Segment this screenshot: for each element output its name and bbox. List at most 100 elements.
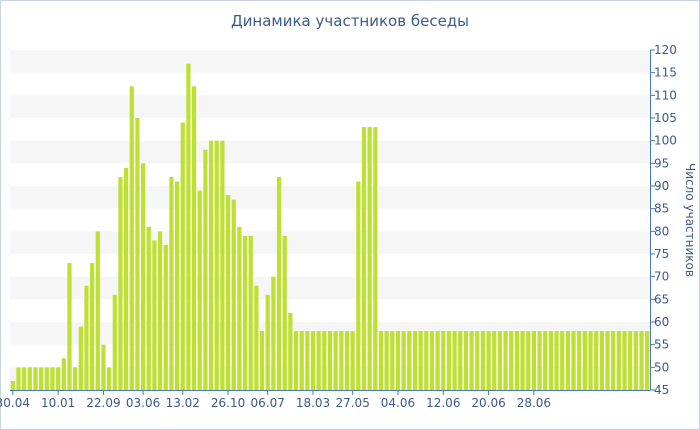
bar	[10, 380, 15, 390]
grid-band	[10, 50, 650, 73]
bar	[124, 167, 129, 390]
bar	[424, 331, 429, 390]
bar	[33, 367, 38, 390]
bar	[157, 231, 163, 390]
bar	[276, 176, 282, 390]
bar	[497, 331, 503, 390]
bar	[259, 331, 265, 390]
bar	[146, 226, 151, 390]
x-tick-label: 06.07	[251, 396, 285, 410]
bar	[616, 331, 621, 390]
bar	[214, 140, 219, 390]
bar	[599, 331, 604, 390]
y-tick-label: 80	[654, 224, 669, 238]
y-tick-label: 60	[654, 315, 669, 329]
bar	[537, 331, 542, 390]
bar	[514, 331, 519, 390]
bar	[458, 331, 463, 390]
bar	[84, 285, 89, 390]
grid-band	[10, 140, 650, 164]
y-tick-label: 75	[654, 247, 669, 261]
bar	[344, 331, 350, 390]
bar	[305, 331, 310, 390]
bar	[118, 176, 123, 390]
x-tick-label: 13.02	[166, 396, 200, 410]
bar	[220, 140, 225, 390]
y-tick-label: 50	[654, 360, 669, 374]
chart-title: Динамика участников беседы	[230, 12, 470, 30]
bar	[446, 331, 452, 390]
bar	[174, 181, 180, 390]
bar	[503, 331, 508, 390]
bar	[582, 331, 587, 390]
bar	[101, 344, 106, 390]
bar	[191, 86, 197, 391]
bar	[463, 331, 469, 390]
bar	[197, 190, 202, 390]
bar	[333, 331, 338, 390]
bar	[509, 331, 514, 390]
bar	[520, 331, 525, 390]
bar	[339, 331, 344, 390]
y-tick-label: 65	[654, 292, 669, 306]
bar	[152, 240, 157, 390]
y-tick-labels: 45 50 55 60 65 70 75 80 85 90 95 100 105 110 115 120	[654, 43, 677, 397]
x-tick-labels: 30.04 10.01 22.09 03.06 13.02 26.10 06.07 18.03…	[0, 396, 551, 410]
y-tick-label: 90	[654, 179, 669, 193]
bar	[288, 312, 293, 390]
bar	[282, 235, 287, 390]
bar	[390, 331, 395, 390]
bar	[44, 367, 49, 390]
bar	[61, 358, 66, 390]
y-tick-label: 115	[654, 66, 677, 80]
bar	[435, 331, 440, 390]
bar	[50, 367, 55, 390]
bar	[16, 367, 21, 390]
bar	[633, 331, 638, 390]
bar	[588, 331, 593, 390]
bar	[645, 331, 650, 390]
bar	[350, 331, 355, 390]
bar	[67, 263, 72, 390]
y-tick-label: 105	[654, 111, 677, 125]
x-tick-label: 27.05	[335, 396, 369, 410]
bar	[169, 176, 174, 390]
bar	[373, 127, 378, 391]
bar	[480, 331, 486, 390]
bar	[208, 140, 214, 390]
bar	[475, 331, 480, 390]
bar	[452, 331, 457, 390]
bar	[526, 331, 531, 390]
bar	[412, 331, 418, 390]
bar	[316, 331, 321, 390]
bar	[605, 331, 610, 390]
bar	[299, 331, 304, 390]
bar	[107, 367, 112, 390]
bar	[310, 331, 316, 390]
bar	[361, 127, 367, 391]
bar	[78, 326, 83, 390]
bar	[594, 331, 599, 390]
bar	[469, 331, 474, 390]
bar	[384, 331, 389, 390]
x-tick-label: 20.06	[471, 396, 505, 410]
bar	[611, 331, 616, 390]
bar	[548, 331, 553, 390]
grid-band	[10, 186, 650, 209]
bar	[327, 331, 333, 390]
bar	[248, 235, 253, 390]
bar	[112, 294, 117, 390]
x-tick-label: 28.06	[517, 396, 551, 410]
x-tick-label: 12.06	[426, 396, 460, 410]
y-tick-label: 70	[654, 270, 669, 284]
bar	[639, 331, 644, 390]
bar	[560, 331, 565, 390]
bar	[141, 163, 146, 390]
bar	[378, 331, 384, 390]
bar	[90, 263, 95, 390]
bar	[429, 331, 435, 390]
bar	[163, 244, 168, 390]
bar	[231, 199, 236, 390]
bar	[577, 331, 582, 390]
